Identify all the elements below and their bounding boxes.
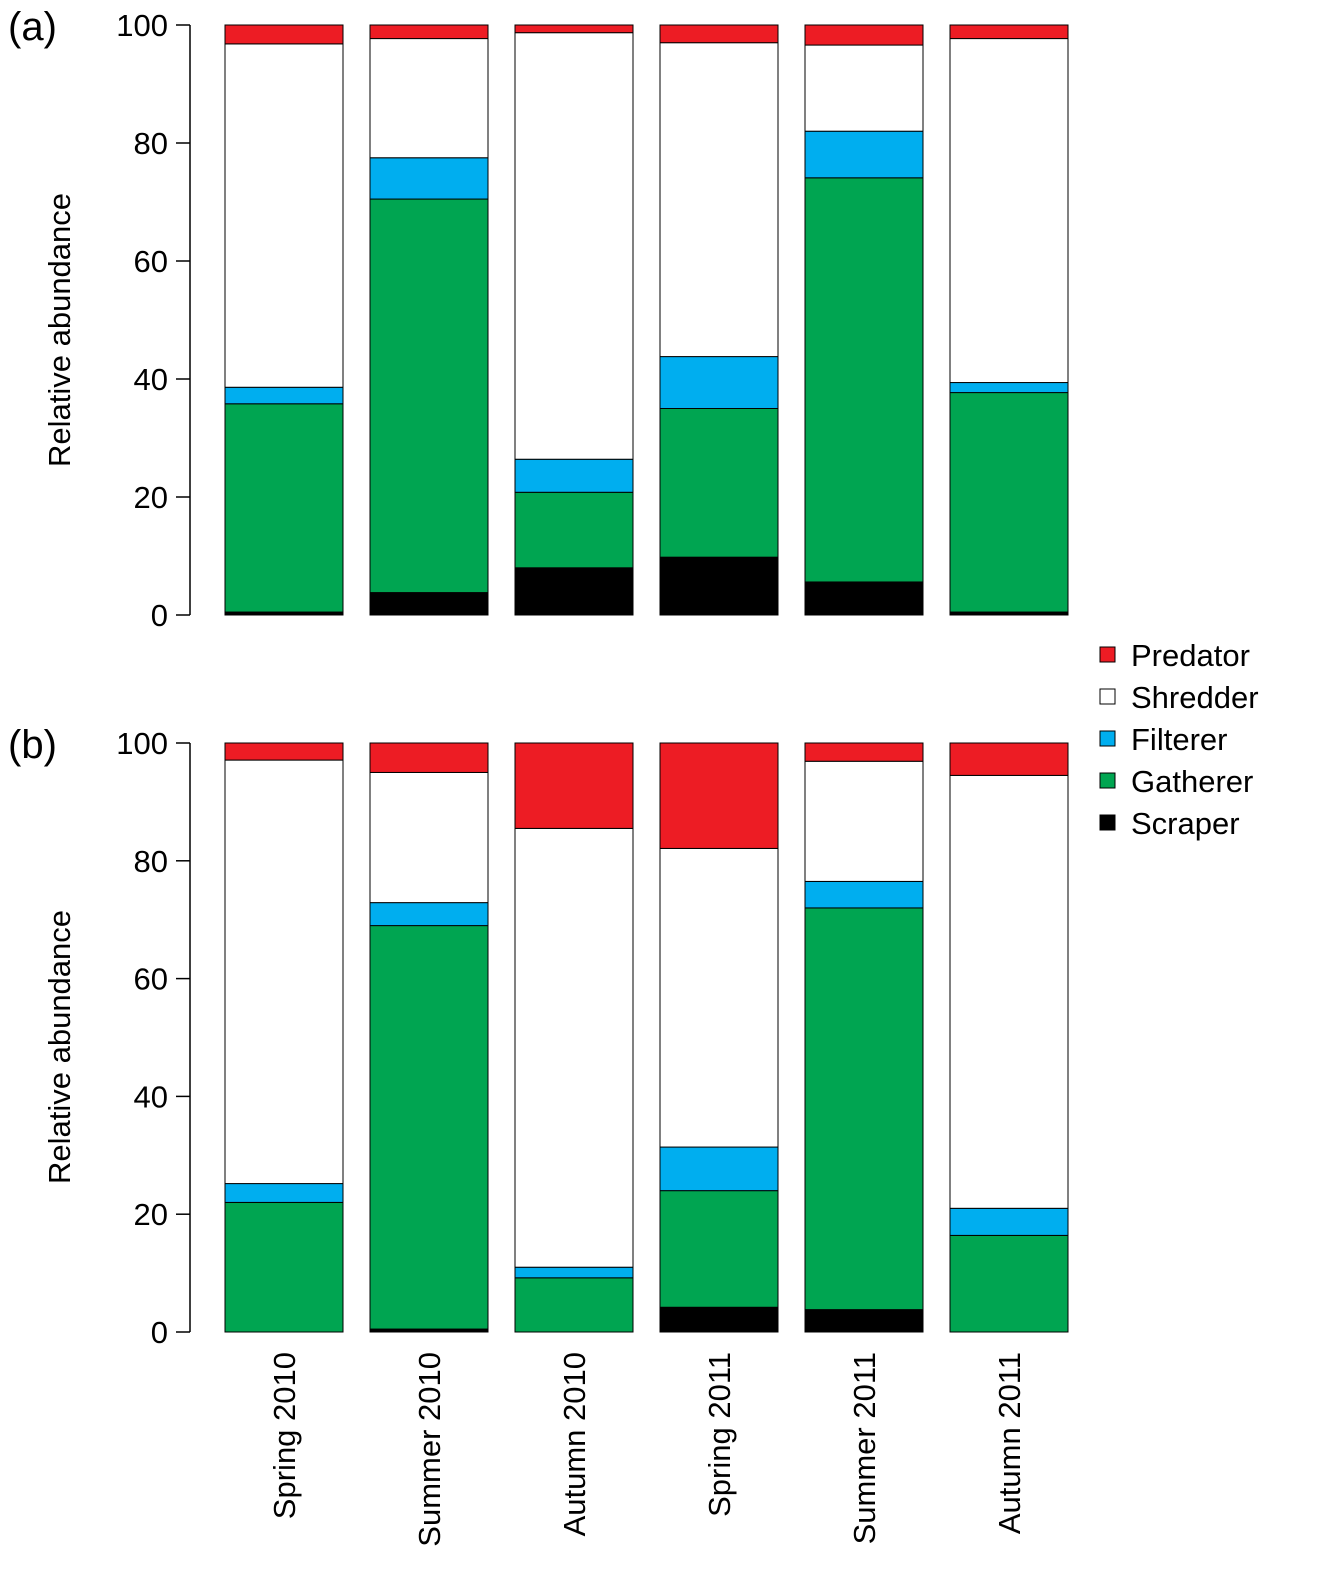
panel-b-y-tick-label: 60: [134, 962, 168, 997]
panel-b-bar-autumn-2010-predator: [514, 742, 634, 829]
panel-a-bar-autumn-2011-filterer: [949, 382, 1069, 394]
panel-b-bar-summer-2011-shredder: [804, 760, 924, 882]
panel-a-bar-autumn-2010-shredder: [514, 32, 634, 460]
legend-swatch-shredder: [1099, 688, 1116, 705]
panel-b-y-tick-label: 40: [134, 1079, 168, 1114]
legend-swatch-filterer: [1099, 730, 1116, 747]
legend-label-shredder: Shredder: [1131, 680, 1259, 715]
panel-b-bar-autumn-2010-gatherer: [514, 1277, 634, 1333]
panel-a-bar-summer-2010-gatherer: [369, 198, 489, 594]
panel-a-bar-spring-2010-gatherer: [224, 403, 344, 613]
panel-a-bar-summer-2011-shredder: [804, 44, 924, 132]
panel-a-bar-summer-2010-scraper: [369, 592, 489, 616]
panel-b-bar-summer-2010-shredder: [369, 771, 489, 904]
legend-label-predator: Predator: [1131, 638, 1250, 673]
panel-b-bar-summer-2010-predator: [369, 742, 489, 773]
legend-label-filterer: Filterer: [1131, 722, 1227, 757]
panel-b-bar-summer-2011-scraper: [804, 1309, 924, 1333]
panel-a-bar-spring-2010-filterer: [224, 386, 344, 405]
panel-a-bar-summer-2011-scraper: [804, 581, 924, 616]
panel-b-bar-spring-2011-scraper: [659, 1306, 779, 1333]
panel-b-bar-spring-2011-filterer: [659, 1146, 779, 1192]
panel-a-bar-summer-2011-filterer: [804, 130, 924, 179]
category-label-spring-2011: Spring 2011: [702, 1352, 737, 1517]
panel-b-bar-spring-2011-gatherer: [659, 1190, 779, 1308]
legend-label-scraper: Scraper: [1131, 806, 1240, 841]
panel-a-bar-spring-2011-scraper: [659, 556, 779, 616]
panel-b-bar-autumn-2011-predator: [949, 742, 1069, 776]
panel-a-bar-spring-2011-filterer: [659, 356, 779, 409]
panel-b-bar-summer-2011-gatherer: [804, 907, 924, 1311]
panel-b-bar-autumn-2011-shredder: [949, 774, 1069, 1209]
panel-a: (a) 0 20 40 60 80 100 Relative abundance: [8, 5, 1069, 633]
panel-b-bar-summer-2010-filterer: [369, 902, 489, 927]
panel-a-bar-autumn-2010-predator: [514, 24, 634, 34]
panel-a-bar-autumn-2011-gatherer: [949, 392, 1069, 613]
panel-b-bar-autumn-2011-gatherer: [949, 1234, 1069, 1333]
legend-label-gatherer: Gatherer: [1131, 764, 1253, 799]
panel-a-bar-spring-2011-predator: [659, 24, 779, 44]
category-label-spring-2010: Spring 2010: [267, 1352, 302, 1519]
panel-a-y-tick-label: 60: [134, 244, 168, 279]
legend: Predator Shredder Filterer Gatherer Scraper: [1099, 638, 1259, 841]
panel-a-bar-autumn-2010-filterer: [514, 458, 634, 493]
panel-a-bar-summer-2010-filterer: [369, 157, 489, 200]
panel-a-bar-spring-2011-shredder: [659, 42, 779, 358]
panel-b-bar-autumn-2011-filterer: [949, 1207, 1069, 1236]
panel-a-y-tick-label: 40: [134, 362, 168, 397]
panel-a-bar-autumn-2011-shredder: [949, 38, 1069, 384]
legend-swatch-scraper: [1099, 814, 1116, 831]
panel-a-bar-spring-2010-predator: [224, 24, 344, 45]
panel-b-bar-autumn-2010-filterer: [514, 1266, 634, 1279]
panel-a-bar-autumn-2010-scraper: [514, 567, 634, 616]
panel-b-y-tick-label: 100: [116, 726, 168, 761]
panel-b: (b) 0 20 40 60 80 100 Relative abundance: [8, 723, 1069, 1350]
panel-b-y-tick-label: 0: [151, 1315, 168, 1350]
panel-a-bar-autumn-2010-gatherer: [514, 491, 634, 569]
panel-a-bar-summer-2010-shredder: [369, 38, 489, 159]
category-label-summer-2011: Summer 2011: [847, 1352, 882, 1544]
category-label-autumn-2011: Autumn 2011: [992, 1352, 1027, 1534]
panel-a-y-tick-label: 20: [134, 480, 168, 515]
panel-a-y-tick-label: 100: [116, 8, 168, 43]
panel-a-bar-spring-2011-gatherer: [659, 408, 779, 558]
panel-b-bar-spring-2010-shredder: [224, 759, 344, 1185]
panel-b-bar-spring-2010-predator: [224, 742, 344, 761]
panel-a-label: (a): [8, 5, 57, 49]
panel-a-y-tick-label: 0: [151, 598, 168, 633]
panel-a-bar-autumn-2011-predator: [949, 24, 1069, 40]
panel-b-bar-spring-2010-filterer: [224, 1183, 344, 1203]
panel-b-y-tick-label: 20: [134, 1197, 168, 1232]
panel-a-bar-summer-2011-predator: [804, 24, 924, 46]
panel-b-bar-spring-2011-shredder: [659, 847, 779, 1148]
category-labels: Spring 2010 Summer 2010 Autumn 2010 Spring …: [267, 1352, 1027, 1547]
panel-b-bar-summer-2010-gatherer: [369, 925, 489, 1330]
legend-swatch-gatherer: [1099, 772, 1116, 789]
category-label-summer-2010: Summer 2010: [412, 1352, 447, 1547]
panel-a-y-axis-title: Relative abundance: [42, 193, 77, 467]
legend-swatch-predator: [1099, 646, 1116, 663]
panel-a-bar-spring-2010-shredder: [224, 43, 344, 388]
panel-b-bar-spring-2010-gatherer: [224, 1201, 344, 1333]
panel-a-bar-summer-2011-gatherer: [804, 177, 924, 583]
panel-b-bar-summer-2011-filterer: [804, 880, 924, 909]
panel-b-label: (b): [8, 723, 57, 767]
category-label-autumn-2010: Autumn 2010: [557, 1352, 592, 1536]
panel-b-y-axis-title: Relative abundance: [42, 910, 77, 1184]
panel-b-bar-summer-2011-predator: [804, 742, 924, 762]
panel-b-y-tick-label: 80: [134, 844, 168, 879]
panel-a-y-tick-label: 80: [134, 126, 168, 161]
panel-b-bar-autumn-2010-shredder: [514, 827, 634, 1268]
panel-a-bar-summer-2010-predator: [369, 24, 489, 40]
panel-b-bar-spring-2011-predator: [659, 742, 779, 849]
